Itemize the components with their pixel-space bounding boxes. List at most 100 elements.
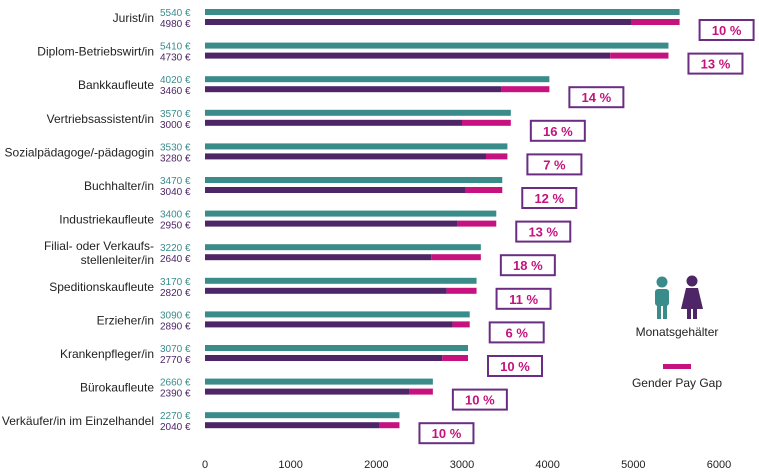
category-label: Erzieher/in — [97, 313, 154, 327]
pay-gap-bar — [631, 19, 680, 25]
men-salary-bar — [205, 244, 481, 251]
pay-gap-label: 18 % — [513, 258, 543, 273]
pay-gap-label: 13 % — [528, 225, 558, 240]
x-axis: 0 1000 2000 3000 4000 5000 6000 — [202, 459, 731, 471]
chart-row: Verkäufer/in im Einzelhandel 2270 €2040 €… — [2, 411, 475, 445]
women-salary-bar — [205, 86, 502, 93]
women-salary-label: 2390 € — [160, 389, 191, 400]
man-icon — [655, 276, 669, 319]
men-salary-label: 2270 € — [160, 411, 191, 422]
women-salary-bar — [205, 187, 466, 193]
chart-row: Jurist/in 5540 €4980 € 10 % — [113, 8, 755, 41]
men-salary-label: 2660 € — [160, 378, 191, 389]
men-salary-bar — [205, 109, 511, 116]
x-tick-label: 6000 — [707, 459, 731, 471]
pay-gap-bar — [379, 422, 400, 429]
pay-gap-bar — [452, 321, 470, 328]
category-label: Buchhalter/in — [84, 179, 154, 193]
pay-gap-label: 10 % — [432, 426, 462, 441]
chart-row: Industriekaufleute 3400 €2950 € 13 % — [59, 210, 572, 243]
women-salary-bar — [205, 220, 458, 227]
women-salary-label: 2950 € — [160, 221, 191, 232]
pay-gap-box — [515, 220, 572, 243]
category-label: Jurist/in — [113, 11, 154, 25]
pay-gap-label: 14 % — [582, 90, 612, 105]
legend-gap-label: Gender Pay Gap — [632, 376, 722, 390]
x-tick-label: 4000 — [535, 459, 559, 471]
men-salary-bar — [205, 311, 470, 318]
pay-gap-box — [486, 355, 543, 377]
chart-rows: Jurist/in 5540 €4980 € 10 % Diplom-Betriebs… — [2, 8, 755, 445]
men-salary-label: 4020 € — [160, 75, 191, 86]
men-salary-bar — [205, 210, 497, 217]
men-salary-label: 3170 € — [160, 277, 191, 288]
men-salary-label: 3090 € — [160, 310, 191, 321]
category-label: Bürokaufleute — [80, 381, 154, 395]
men-salary-label: 3220 € — [160, 243, 191, 254]
category-label: Diplom-Betriebswirt/in — [37, 45, 154, 59]
category-label: Bankkaufleute — [78, 78, 154, 92]
men-salary-label: 3570 € — [160, 109, 191, 120]
women-salary-bar — [205, 153, 486, 160]
women-salary-label: 2040 € — [160, 422, 191, 433]
men-salary-bar — [205, 9, 680, 15]
pay-gap-label: 10 % — [712, 23, 742, 38]
men-salary-bar — [205, 76, 550, 83]
men-salary-bar — [205, 177, 503, 183]
women-salary-bar — [205, 388, 410, 395]
women-salary-label: 3040 € — [160, 187, 191, 198]
pay-gap-box — [521, 187, 578, 209]
category-label: Vertriebsassistent/in — [47, 112, 154, 126]
woman-icon — [681, 275, 703, 319]
men-salary-bar — [205, 143, 508, 150]
pay-gap-box — [488, 321, 545, 344]
men-salary-label: 3530 € — [160, 142, 191, 153]
pay-gap-label: 12 % — [534, 191, 564, 206]
legend: Monatsgehälter Gender Pay Gap — [632, 275, 722, 390]
pay-gap-swatch-icon — [663, 364, 691, 369]
men-salary-bar — [205, 378, 433, 385]
x-tick-label: 0 — [202, 459, 208, 471]
chart-row: Filial- oder Verkaufs-stellenleiter/in 32… — [44, 239, 556, 277]
men-salary-bar — [205, 412, 400, 419]
category-label: Krankenpfleger/in — [60, 347, 154, 361]
pay-gap-label: 6 % — [506, 325, 529, 340]
women-salary-label: 3280 € — [160, 153, 191, 164]
category-label: Sozialpädagoge/-pädagogin — [5, 145, 154, 159]
pay-gap-bar — [485, 153, 508, 160]
pay-gap-label: 10 % — [500, 359, 530, 374]
women-salary-bar — [205, 355, 443, 361]
pay-gap-box — [698, 19, 755, 41]
pay-gap-bar — [462, 119, 511, 126]
women-salary-label: 3000 € — [160, 120, 191, 131]
women-salary-label: 2640 € — [160, 254, 191, 265]
pay-gap-bar — [501, 86, 550, 93]
pay-gap-label: 10 % — [465, 393, 495, 408]
women-salary-label: 2820 € — [160, 288, 191, 299]
pay-gap-box — [451, 388, 508, 411]
category-label: Filial- oder Verkaufs-stellenleiter/in — [44, 239, 154, 267]
women-salary-label: 2770 € — [160, 355, 191, 366]
pay-gap-bar — [610, 52, 669, 59]
pay-gap-bar — [431, 254, 481, 261]
pay-gap-bar — [457, 220, 497, 227]
category-label: Verkäufer/in im Einzelhandel — [2, 414, 154, 428]
pay-gap-box — [568, 86, 625, 109]
chart-row: Bankkaufleute 4020 €3460 € 14 % — [78, 75, 625, 109]
men-salary-label: 5540 € — [160, 8, 191, 19]
chart-row: Vertriebsassistent/in 3570 €3000 € 16 % — [47, 109, 586, 142]
chart-row: Buchhalter/in 3470 €3040 € 12 % — [84, 176, 578, 209]
men-salary-label: 5410 € — [160, 42, 191, 53]
x-tick-label: 3000 — [450, 459, 474, 471]
chart-row: Diplom-Betriebswirt/in 5410 €4730 € 13 % — [37, 42, 744, 75]
women-salary-bar — [205, 119, 462, 126]
women-salary-label: 4980 € — [160, 19, 191, 30]
women-salary-label: 3460 € — [160, 86, 191, 97]
women-salary-bar — [205, 19, 632, 25]
pay-gap-label: 11 % — [509, 292, 538, 307]
pay-gap-box — [526, 153, 583, 176]
women-salary-label: 4730 € — [160, 53, 191, 64]
chart-row: Speditionskaufleute 3170 €2820 € 11 % — [49, 277, 552, 310]
x-tick-label: 2000 — [364, 459, 388, 471]
